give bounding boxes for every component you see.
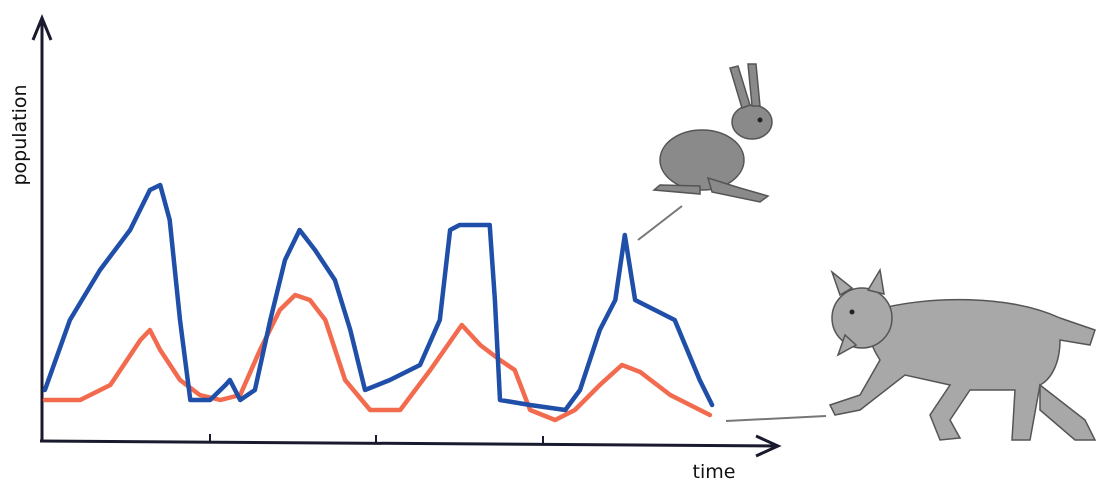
x-axis [39,439,779,448]
y-axis-label: population [9,84,31,185]
series-line [42,182,715,413]
lynx-connector [725,415,827,422]
hare-connector [637,205,683,241]
lynx-illustration [828,267,1097,441]
x-axis-arrow [755,434,782,458]
y-axis-arrow [31,14,53,41]
series-line [42,292,713,423]
x-axis-label: time [693,461,736,483]
hare-illustration [652,63,773,203]
